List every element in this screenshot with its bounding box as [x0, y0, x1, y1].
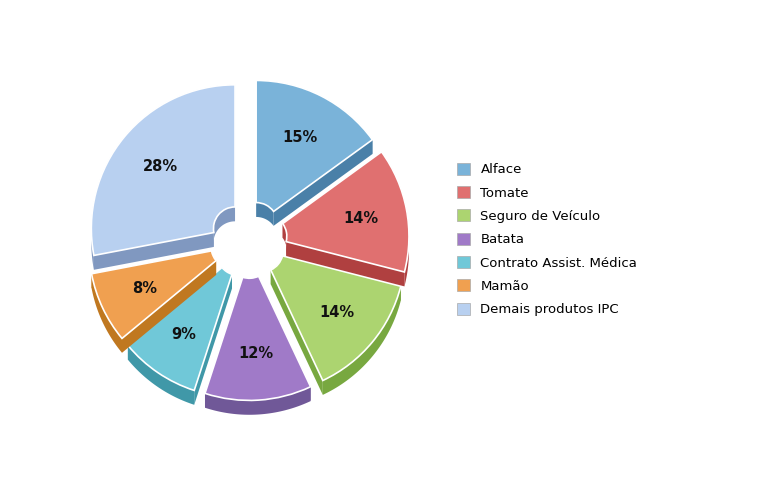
Polygon shape [282, 256, 400, 301]
Polygon shape [212, 251, 216, 275]
Wedge shape [271, 256, 400, 380]
Text: 14%: 14% [343, 211, 379, 226]
Polygon shape [213, 207, 235, 247]
Wedge shape [205, 276, 310, 400]
Polygon shape [243, 276, 258, 293]
Polygon shape [382, 152, 409, 286]
Wedge shape [92, 85, 235, 255]
Legend: Alface, Tomate, Seguro de Veículo, Batata, Contrato Assist. Médica, Mamão, Demai: Alface, Tomate, Seguro de Veículo, Batat… [457, 163, 637, 316]
Text: 12%: 12% [238, 346, 273, 361]
Polygon shape [271, 270, 323, 395]
Polygon shape [122, 261, 216, 353]
Wedge shape [92, 251, 216, 339]
Polygon shape [323, 286, 400, 395]
Polygon shape [94, 232, 214, 270]
Polygon shape [205, 277, 243, 408]
Wedge shape [256, 80, 372, 211]
Polygon shape [194, 274, 232, 405]
Wedge shape [128, 267, 232, 390]
Text: 14%: 14% [319, 305, 354, 320]
Text: 15%: 15% [282, 130, 318, 145]
Polygon shape [128, 345, 194, 405]
Polygon shape [282, 224, 287, 256]
Polygon shape [274, 140, 372, 226]
Polygon shape [92, 274, 122, 353]
Text: 8%: 8% [132, 281, 158, 296]
Polygon shape [258, 276, 310, 401]
Polygon shape [222, 267, 232, 289]
Text: 9%: 9% [171, 327, 196, 342]
Polygon shape [271, 256, 282, 285]
Wedge shape [282, 152, 409, 272]
Polygon shape [92, 251, 212, 288]
Polygon shape [128, 267, 222, 360]
Polygon shape [286, 241, 404, 286]
Polygon shape [256, 80, 372, 154]
Polygon shape [205, 387, 310, 415]
Polygon shape [282, 152, 382, 238]
Text: 28%: 28% [143, 159, 178, 174]
Polygon shape [92, 85, 235, 270]
Polygon shape [256, 203, 274, 226]
